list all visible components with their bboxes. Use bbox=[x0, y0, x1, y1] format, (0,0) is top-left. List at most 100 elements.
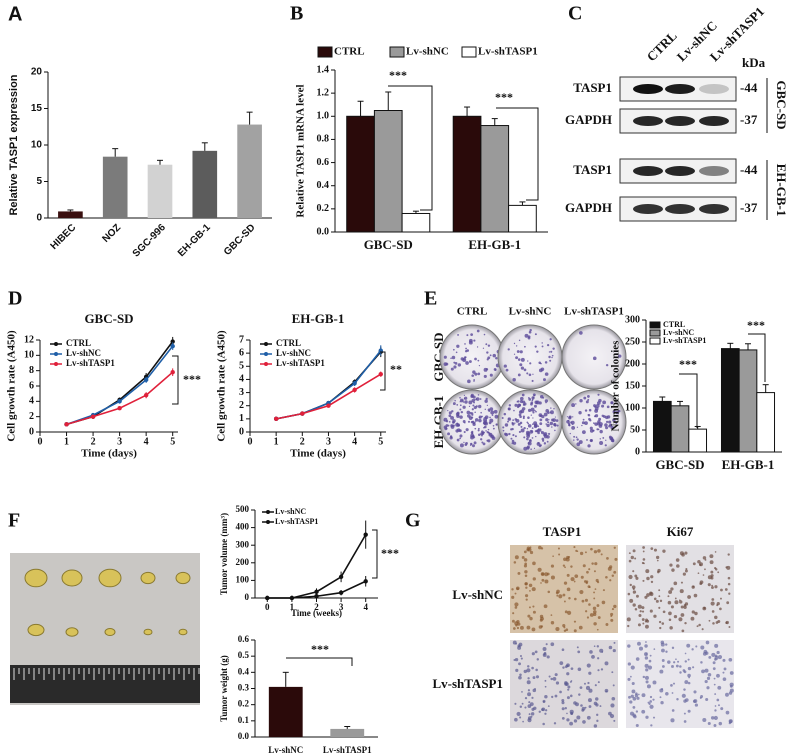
colony bbox=[514, 435, 517, 438]
blot-band bbox=[699, 204, 729, 214]
cell bbox=[630, 694, 634, 698]
cell bbox=[602, 589, 605, 592]
bar bbox=[688, 428, 708, 453]
bar bbox=[192, 150, 218, 218]
cell bbox=[635, 657, 640, 661]
cell bbox=[538, 710, 541, 713]
y-tick-label: 6 bbox=[239, 347, 244, 358]
cell bbox=[662, 549, 666, 553]
cell bbox=[553, 722, 557, 725]
colony bbox=[554, 416, 557, 418]
size-label: -44 bbox=[740, 162, 758, 177]
colony bbox=[520, 425, 523, 428]
cell bbox=[647, 701, 650, 704]
colony bbox=[531, 399, 534, 402]
legend-swatch bbox=[649, 337, 661, 345]
colony bbox=[517, 358, 521, 361]
cell bbox=[573, 620, 577, 623]
cell bbox=[591, 654, 595, 659]
cell bbox=[593, 622, 597, 626]
colony bbox=[523, 426, 526, 430]
cell bbox=[711, 610, 715, 613]
cell bbox=[670, 605, 674, 609]
western-blot: CTRL Lv-shNC Lv-shTASP1 kDa TASP1 -44GAPD… bbox=[565, 4, 789, 222]
y-tick-label: 2 bbox=[239, 400, 244, 411]
cell bbox=[683, 712, 686, 715]
cell bbox=[692, 666, 695, 669]
cell bbox=[646, 684, 651, 689]
colony bbox=[605, 426, 609, 430]
cell bbox=[595, 697, 599, 701]
legend-marker bbox=[54, 342, 58, 346]
cell bbox=[717, 685, 722, 690]
cell bbox=[632, 713, 636, 718]
cell bbox=[544, 679, 547, 682]
cell bbox=[672, 682, 676, 685]
cell bbox=[729, 684, 733, 688]
cell bbox=[719, 607, 722, 611]
colony bbox=[489, 354, 492, 357]
colony bbox=[610, 425, 614, 430]
cell bbox=[656, 559, 659, 562]
y-tick-label: 0.6 bbox=[317, 157, 330, 168]
cell bbox=[724, 588, 728, 591]
group-label: EH-GB-1 bbox=[774, 164, 789, 217]
significance-label: *** bbox=[747, 318, 765, 332]
colony bbox=[486, 439, 489, 442]
cell bbox=[576, 715, 581, 720]
cell bbox=[529, 616, 533, 621]
cell bbox=[565, 628, 569, 632]
cell bbox=[610, 703, 615, 708]
cell bbox=[704, 679, 708, 684]
colony bbox=[508, 432, 511, 436]
colony bbox=[443, 355, 447, 359]
cell bbox=[713, 677, 716, 680]
blot-band bbox=[665, 116, 695, 126]
colony bbox=[512, 419, 515, 421]
cell bbox=[538, 545, 542, 550]
y-tick-label: 200 bbox=[625, 358, 640, 369]
cell bbox=[563, 557, 567, 562]
y-tick-label: 1.0 bbox=[317, 111, 330, 122]
cell bbox=[596, 628, 599, 631]
blot-band bbox=[665, 204, 695, 214]
blot-band bbox=[633, 84, 663, 94]
cell bbox=[520, 625, 524, 630]
cell bbox=[626, 617, 631, 622]
cell bbox=[627, 624, 630, 628]
cell bbox=[679, 665, 682, 668]
cell bbox=[524, 706, 527, 709]
colony bbox=[475, 397, 480, 401]
colony bbox=[502, 426, 505, 429]
colony bbox=[576, 442, 581, 447]
colony bbox=[601, 414, 605, 418]
colony bbox=[443, 419, 445, 421]
tumor bbox=[143, 628, 153, 636]
cell bbox=[605, 622, 609, 626]
cell bbox=[648, 659, 652, 663]
point bbox=[117, 406, 122, 411]
cell bbox=[649, 695, 653, 699]
cell bbox=[531, 627, 536, 632]
cell bbox=[668, 590, 673, 594]
cell bbox=[639, 610, 642, 613]
cell bbox=[575, 549, 578, 552]
cell bbox=[649, 592, 654, 597]
y-tick-label: 400 bbox=[236, 522, 250, 532]
significance-label: *** bbox=[311, 642, 329, 656]
cell bbox=[566, 712, 568, 715]
y-tick-label: 300 bbox=[236, 539, 250, 549]
significance-label: *** bbox=[183, 372, 201, 386]
cell bbox=[543, 651, 547, 655]
x-tick-label: 3 bbox=[339, 602, 344, 612]
cell bbox=[638, 646, 644, 651]
cell bbox=[611, 696, 616, 701]
legend-marker bbox=[54, 362, 58, 366]
colony bbox=[474, 427, 477, 430]
colony bbox=[556, 424, 559, 427]
cell bbox=[629, 583, 632, 587]
cell bbox=[597, 669, 600, 672]
y-tick-label: 12 bbox=[24, 334, 34, 345]
cell bbox=[631, 689, 636, 694]
cell bbox=[512, 612, 515, 615]
